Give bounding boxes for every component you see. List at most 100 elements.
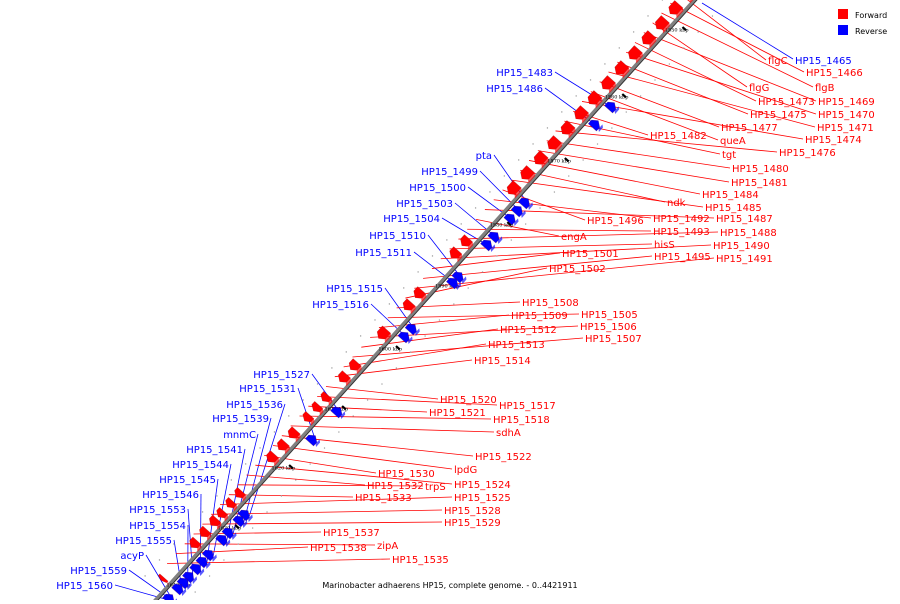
forward-gene-label: HP15_1524 (454, 480, 511, 491)
subtick-dot (403, 287, 404, 288)
forward-gene-label: tgt (722, 150, 736, 161)
subtick-dot (511, 239, 512, 240)
reverse-gene-label: HP15_1499 (421, 167, 478, 178)
subtick-dot (389, 303, 390, 304)
subtick-dot (324, 447, 325, 448)
subtick-dot (245, 463, 246, 464)
subtick-dot (381, 383, 382, 384)
forward-gene-label: HP15_1471 (817, 123, 874, 134)
subtick-dot (317, 383, 318, 384)
forward-gene-label-leader (635, 42, 756, 101)
subtick-dot (223, 559, 224, 560)
forward-gene-label: HP15_1537 (323, 528, 380, 539)
subtick-dot (439, 319, 440, 320)
subtick-dot (647, 15, 648, 16)
scale-tick-label: 1600 kbp (378, 346, 402, 352)
reverse-gene-label: HP15_1554 (129, 521, 186, 532)
reverse-gene-label: HP15_1545 (159, 475, 216, 486)
forward-gene-label-leader (467, 229, 651, 231)
scale-tick-label: 1620 kbp (272, 465, 296, 471)
forward-gene-label: HP15_1496 (587, 216, 644, 227)
forward-gene-label: HP15_1485 (705, 203, 762, 214)
subtick-dot (461, 223, 462, 224)
subtick-dot (626, 111, 627, 112)
subtick-dot (288, 415, 289, 416)
subtick-dot (338, 431, 339, 432)
subtick-dot (504, 175, 505, 176)
forward-gene-label-leader (538, 151, 729, 182)
forward-gene-label-leader (291, 426, 494, 432)
legend-reverse-label: Reverse (855, 27, 887, 36)
reverse-gene (604, 99, 620, 115)
subtick-dot (611, 127, 612, 128)
reverse-gene-label-leader (702, 3, 793, 59)
subtick-dot (496, 255, 497, 256)
subtick-dot (525, 223, 526, 224)
forward-gene-label-leader (529, 160, 700, 194)
subtick-dot (712, 15, 713, 16)
forward-gene-label: HP15_1517 (499, 401, 556, 412)
forward-gene-label: HP15_1469 (818, 97, 875, 108)
forward-gene-label-leader (405, 268, 547, 298)
reverse-gene-label: HP15_1544 (172, 460, 229, 471)
subtick-dot (144, 575, 145, 576)
forward-gene-label: zipA (377, 541, 398, 552)
subtick-dot (295, 479, 296, 480)
reverse-gene-label: pta (476, 151, 492, 162)
subtick-dot (367, 399, 368, 400)
subtick-dot (669, 63, 670, 64)
forward-gene-label: HP15_1514 (474, 356, 531, 367)
forward-gene-label: HP15_1490 (713, 241, 770, 252)
subtick-dot (532, 143, 533, 144)
legend-forward-swatch (838, 9, 848, 19)
forward-gene-label: HP15_1484 (702, 190, 759, 201)
scale-tick-label: 1570 kbp (547, 158, 571, 164)
subtick-dot (489, 191, 490, 192)
subtick-dot (590, 79, 591, 80)
forward-gene-label: HP15_1521 (429, 408, 486, 419)
forward-gene-label: HP15_1513 (488, 340, 545, 351)
forward-gene-label-leader (450, 244, 652, 249)
forward-gene-label-leader (344, 344, 486, 367)
forward-gene-label: HP15_1530 (378, 469, 435, 480)
subtick-dot (453, 303, 454, 304)
forward-gene-label: sdhA (496, 428, 521, 439)
forward-gene-label: HP15_1505 (581, 310, 638, 321)
subtick-dot (424, 335, 425, 336)
subtick-dot (309, 463, 310, 464)
subtick-dot (633, 31, 634, 32)
subtick-dot (252, 527, 253, 528)
subtick-dot (302, 399, 303, 400)
forward-gene-label: HP15_1466 (806, 68, 863, 79)
forward-gene-label: HP15_1533 (355, 493, 412, 504)
reverse-gene-label: HP15_1541 (186, 445, 243, 456)
forward-gene-label: engA (561, 232, 587, 243)
forward-gene-label-leader (520, 170, 665, 202)
forward-gene-label: HP15_1501 (562, 249, 619, 260)
subtick-dot (575, 95, 576, 96)
forward-gene-label-leader (661, 13, 813, 87)
subtick-dot (604, 63, 605, 64)
reverse-gene-label: HP15_1504 (383, 214, 440, 225)
reverse-gene-label: HP15_1500 (409, 183, 466, 194)
subtick-dot (417, 271, 418, 272)
subtick-dot (432, 255, 433, 256)
forward-gene-label: HP15_1481 (731, 178, 788, 189)
forward-gene-label: trpS (425, 482, 446, 493)
subtick-dot (582, 159, 583, 160)
forward-gene-label: HP15_1473 (758, 97, 815, 108)
subtick-dot (238, 543, 239, 544)
reverse-gene-label: HP15_1553 (129, 505, 186, 516)
forward-gene-label: HP15_1492 (653, 214, 710, 225)
reverse-gene-label: HP15_1536 (226, 400, 283, 411)
subtick-dot (209, 575, 210, 576)
forward-gene-label: HP15_1495 (654, 252, 711, 263)
subtick-dot (231, 479, 232, 480)
subtick-dot (683, 47, 684, 48)
forward-gene-label: flgG (749, 83, 769, 94)
forward-gene-label: lpdG (454, 465, 477, 476)
reverse-gene-label: HP15_1555 (115, 536, 172, 547)
forward-gene-label: HP15_1470 (818, 110, 875, 121)
forward-gene-label: queA (720, 136, 746, 147)
